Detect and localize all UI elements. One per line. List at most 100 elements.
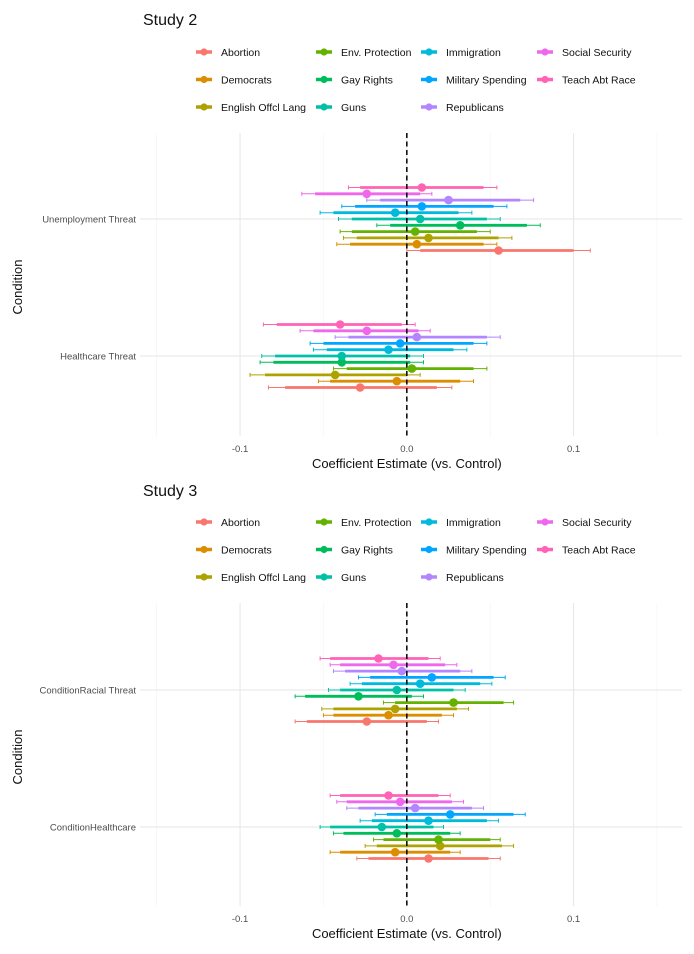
point-estimate: [427, 673, 437, 682]
legend-item: Guns: [316, 572, 366, 584]
legend-label: Democrats: [221, 544, 272, 556]
legend-key-point: [320, 75, 328, 84]
point-estimate: [355, 383, 365, 392]
series-mark-guns: [337, 214, 501, 224]
series-mark-military-spending: [357, 673, 506, 682]
legend-item: Republicans: [421, 102, 504, 114]
x-tick-label: 0.1: [567, 914, 580, 925]
legend-item: Immigration: [421, 47, 501, 59]
point-estimate: [384, 710, 393, 720]
legend-label: Immigration: [446, 517, 501, 529]
series-mark-abortion: [356, 854, 501, 863]
legend-key-point: [425, 75, 433, 84]
y-axis-title: Condition: [10, 730, 25, 785]
series-mark-guns: [327, 685, 466, 695]
legend-key-point: [320, 573, 328, 581]
legend-label: Military Spending: [446, 74, 527, 86]
legend-item: Democrats: [196, 544, 272, 556]
series-mark-guns: [319, 822, 445, 832]
data-marks: [294, 654, 526, 863]
point-estimate: [384, 345, 393, 355]
legend-item: Social Security: [537, 517, 632, 529]
legend-item: English Offcl Lang: [196, 102, 306, 114]
legend-item: Immigration: [421, 517, 501, 529]
x-tick-label: 0.1: [567, 444, 580, 455]
legend-item: Democrats: [196, 74, 272, 86]
x-tick-label: 0.0: [400, 914, 413, 925]
point-estimate: [390, 704, 400, 714]
point-estimate: [397, 666, 407, 676]
legend-item: Teach Abt Race: [537, 544, 636, 556]
point-estimate: [424, 816, 433, 825]
point-estimate: [390, 208, 400, 217]
series-mark-social-security: [336, 797, 465, 807]
point-estimate: [392, 685, 402, 695]
legend-item: Military Spending: [421, 544, 527, 556]
series-mark-env-protection: [339, 227, 491, 236]
point-estimate: [337, 358, 347, 367]
legend-item: Military Spending: [421, 74, 527, 86]
point-estimate: [377, 822, 387, 832]
point-estimate: [330, 370, 340, 380]
series-mark-env-protection: [382, 698, 515, 707]
legend-key-point: [425, 48, 433, 56]
legend-item: Gay Rights: [316, 544, 393, 556]
legend-item: Social Security: [537, 47, 632, 59]
legend-label: Military Spending: [446, 544, 527, 556]
legend-label: Guns: [341, 572, 366, 584]
legend-key-point: [541, 518, 549, 526]
series-mark-gay-rights: [376, 221, 541, 230]
series-mark-democrats: [329, 847, 461, 857]
legend-label: Immigration: [446, 47, 501, 59]
series-mark-english-offcl-lang: [321, 704, 470, 714]
legend: Abortion Democrats English Offcl Lang Env. …: [196, 47, 636, 114]
point-estimate: [444, 195, 453, 205]
point-estimate: [362, 189, 372, 199]
legend-key-point: [200, 103, 208, 111]
series-mark-republicans: [346, 803, 485, 813]
y-tick-label: ConditionRacial Threat: [40, 686, 137, 697]
point-estimate: [354, 692, 363, 701]
panel-title: Study 3: [143, 483, 197, 500]
series-mark-env-protection: [332, 364, 488, 373]
legend: Abortion Democrats English Offcl Lang Env. …: [196, 517, 636, 584]
series-mark-democrats: [336, 239, 498, 249]
point-estimate: [395, 339, 405, 348]
legend-key-point: [541, 545, 549, 554]
legend-key-point: [200, 48, 208, 56]
series-mark-env-protection: [372, 835, 501, 844]
legend-key-point: [541, 48, 549, 56]
series-mark-abortion: [294, 717, 440, 726]
legend-label: Democrats: [221, 74, 272, 86]
y-axis-title: Condition: [10, 260, 25, 315]
legend-item: Abortion: [196, 517, 260, 529]
point-estimate: [410, 227, 420, 236]
legend-label: Gay Rights: [341, 74, 393, 86]
series-mark-immigration: [319, 208, 473, 217]
legend-key-point: [425, 573, 433, 581]
legend-item: Gay Rights: [316, 74, 393, 86]
y-tick-label: ConditionHealthcare: [50, 823, 136, 834]
grid: [140, 603, 682, 906]
legend-label: English Offcl Lang: [221, 572, 306, 584]
point-estimate: [392, 829, 402, 838]
x-tick-label: 0.0: [400, 444, 413, 455]
series-mark-democrats: [322, 710, 455, 720]
legend-key-point: [541, 75, 549, 84]
legend-item: English Offcl Lang: [196, 572, 306, 584]
legend-item: Guns: [316, 102, 366, 114]
series-mark-guns: [261, 351, 425, 361]
x-tick-label: -0.1: [232, 444, 248, 455]
point-estimate: [455, 221, 465, 230]
legend-label: Social Security: [562, 47, 632, 59]
legend-label: Republicans: [446, 102, 504, 114]
series-mark-gay-rights: [332, 829, 461, 838]
point-estimate: [337, 351, 347, 361]
panel-title: Study 2: [143, 12, 197, 29]
series-mark-teach-abt-race: [262, 320, 416, 329]
y-tick-label: Healthcare Threat: [60, 352, 136, 363]
series-mark-abortion: [267, 383, 453, 392]
series-mark-gay-rights: [294, 692, 425, 701]
